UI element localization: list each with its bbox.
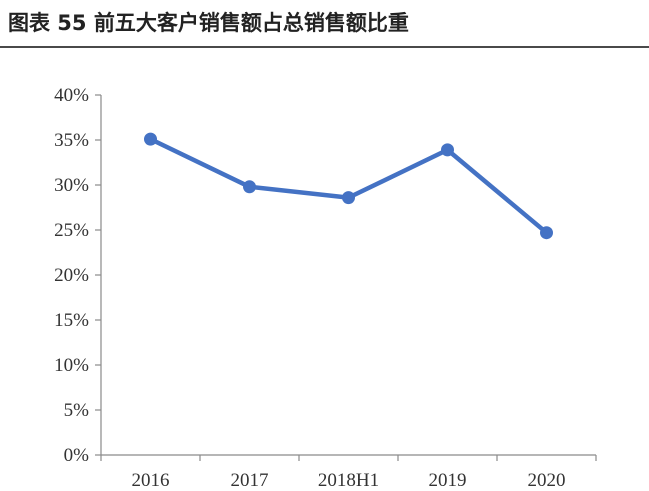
x-tick-label: 2016	[132, 470, 170, 491]
x-tick-label: 2019	[429, 470, 467, 491]
y-tick-label: 35%	[54, 130, 89, 151]
y-tick-label: 5%	[64, 400, 90, 421]
x-tick-label: 2018H1	[318, 470, 379, 491]
y-tick-label: 30%	[54, 175, 89, 196]
data-point	[441, 143, 454, 157]
x-tick-label: 2017	[231, 470, 269, 491]
y-tick-label: 0%	[64, 445, 90, 466]
y-tick-label: 10%	[54, 355, 89, 376]
series	[144, 132, 553, 240]
y-tick-label: 20%	[54, 265, 89, 286]
y-tick-label: 15%	[54, 310, 89, 331]
y-axis: 0% 5% 10% 15% 20% 25% 30% 35% 40%	[54, 85, 102, 466]
data-point	[540, 226, 553, 240]
figure-title: 图表 55 前五大客户销售额占总销售额比重	[8, 11, 409, 35]
data-point	[243, 180, 256, 194]
y-tick-label: 40%	[54, 85, 89, 106]
data-point	[144, 132, 157, 146]
series-line	[148, 136, 549, 235]
title-divider	[0, 46, 649, 48]
x-axis: 2016 2017 2018H1 2019 2020	[100, 454, 597, 491]
data-point	[342, 191, 355, 205]
x-tick-label: 2020	[528, 470, 566, 491]
y-tick-label: 25%	[54, 220, 89, 241]
